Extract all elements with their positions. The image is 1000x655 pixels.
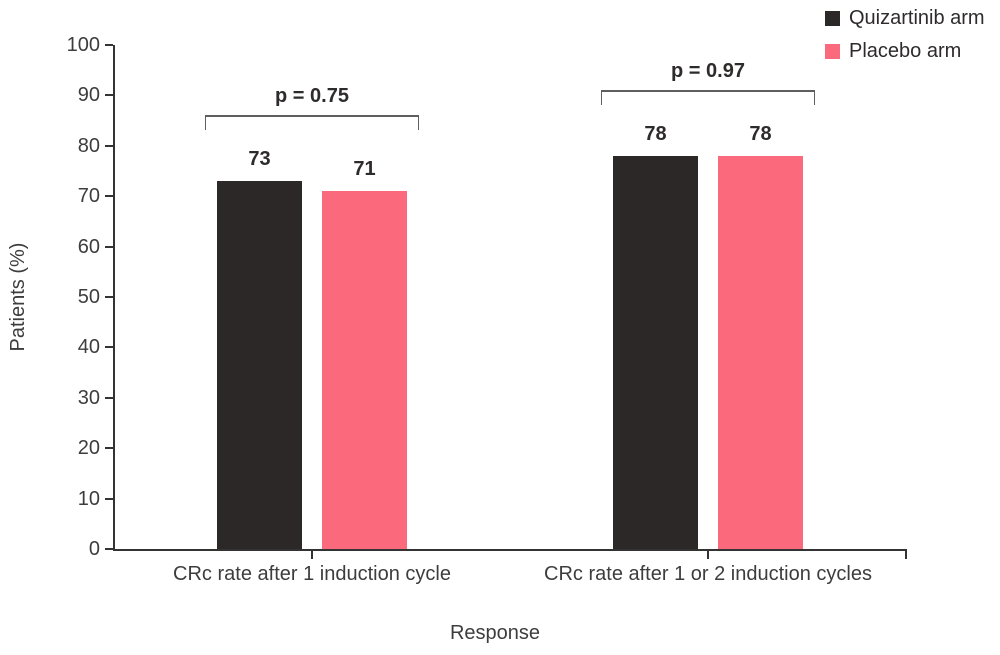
y-tick <box>105 195 113 198</box>
x-axis-line <box>113 549 907 551</box>
x-tick <box>707 551 709 559</box>
y-tick-label: 60 <box>77 235 100 258</box>
legend-label: Quizartinib arm <box>849 6 985 29</box>
y-tick-label: 80 <box>77 134 100 157</box>
legend-swatch <box>825 43 840 59</box>
x-category-label: CRc rate after 1 or 2 induction cycles <box>544 563 872 585</box>
y-tick <box>105 144 113 147</box>
y-tick <box>105 497 113 500</box>
p-bracket <box>205 115 419 131</box>
y-tick <box>105 447 113 450</box>
y-tick-label: 90 <box>77 84 100 107</box>
y-tick <box>105 548 113 550</box>
y-tick <box>105 296 113 298</box>
bar <box>322 191 407 549</box>
x-tick <box>905 551 907 559</box>
bar <box>217 181 302 549</box>
p-bracket <box>601 89 815 105</box>
y-tick-label: 40 <box>77 336 100 359</box>
bar-value-label: 78 <box>749 122 772 145</box>
y-axis-title: Patients (%) <box>7 242 29 352</box>
x-axis-title: Response <box>449 622 541 644</box>
y-tick <box>105 94 113 97</box>
y-tick <box>105 346 113 349</box>
y-tick <box>105 245 113 248</box>
y-tick-label: 100 <box>66 34 100 56</box>
x-tick <box>311 551 313 559</box>
y-tick-label: 50 <box>77 286 100 308</box>
y-tick <box>105 396 113 399</box>
bar-value-label: 71 <box>353 158 376 181</box>
y-tick-label: 0 <box>88 538 100 560</box>
legend-item: Placebo arm <box>825 38 961 64</box>
y-tick-label: 30 <box>77 386 100 409</box>
bar <box>613 155 698 549</box>
p-value-label: p = 0.97 <box>671 59 745 82</box>
p-value-label: p = 0.75 <box>275 85 349 108</box>
legend-swatch <box>825 10 840 26</box>
x-category-label: CRc rate after 1 induction cycle <box>173 563 451 585</box>
y-tick-label: 20 <box>77 437 100 460</box>
bar-value-label: 73 <box>248 148 271 171</box>
bar <box>718 155 803 549</box>
y-tick-label: 70 <box>77 185 100 208</box>
y-tick <box>105 44 113 46</box>
y-tick-label: 10 <box>77 487 100 510</box>
legend-label: Placebo arm <box>849 39 962 62</box>
bar-value-label: 78 <box>644 122 667 145</box>
legend-item: Quizartinib arm <box>825 5 985 31</box>
y-axis-line <box>113 45 115 551</box>
